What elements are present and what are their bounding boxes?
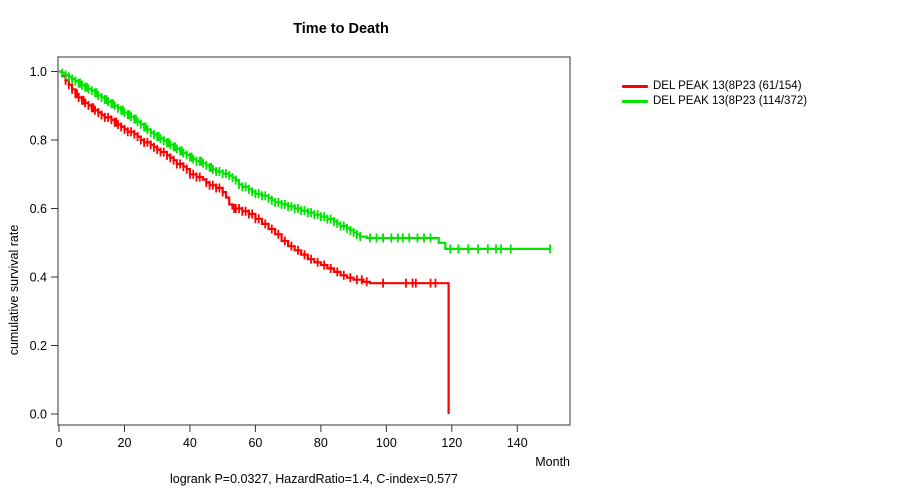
- y-tick-label: 0.4: [30, 271, 47, 285]
- legend-label-group1: DEL PEAK 13(8P23 (61/154): [653, 80, 802, 92]
- x-tick-label: 60: [248, 436, 262, 450]
- x-tick-label: 40: [183, 436, 197, 450]
- y-tick-label: 0.0: [30, 408, 47, 422]
- x-axis-title: Month: [535, 455, 570, 469]
- y-tick-label: 1.0: [30, 65, 47, 79]
- plot-box: [57, 56, 571, 426]
- chart-title: Time to Death: [293, 21, 389, 37]
- x-tick-label: 140: [507, 436, 528, 450]
- legend-label-group2: DEL PEAK 13(8P23 (114/372): [653, 95, 808, 107]
- y-axis-title: cumulative survival rate: [7, 224, 21, 356]
- legend: DEL PEAK 13(8P23 (61/154) DEL PEAK 13(8P…: [622, 79, 807, 109]
- survival-curve-group2: [59, 70, 550, 250]
- green-line-swatch: [622, 100, 648, 103]
- red-line-swatch: [622, 85, 648, 88]
- legend-item-group1: DEL PEAK 13(8P23 (61/154): [622, 79, 807, 94]
- x-tick-label: 20: [118, 436, 132, 450]
- legend-item-group2: DEL PEAK 13(8P23 (114/372): [622, 94, 807, 109]
- stats-footnote: logrank P=0.0327, HazardRatio=1.4, C-ind…: [169, 472, 459, 486]
- y-tick-label: 0.2: [30, 339, 47, 353]
- y-tick-label: 0.8: [30, 134, 47, 148]
- x-tick-label: 80: [314, 436, 328, 450]
- x-tick-label: 100: [376, 436, 397, 450]
- y-tick-label: 0.6: [30, 202, 47, 216]
- x-tick-label: 0: [56, 436, 63, 450]
- x-tick-label: 120: [441, 436, 462, 450]
